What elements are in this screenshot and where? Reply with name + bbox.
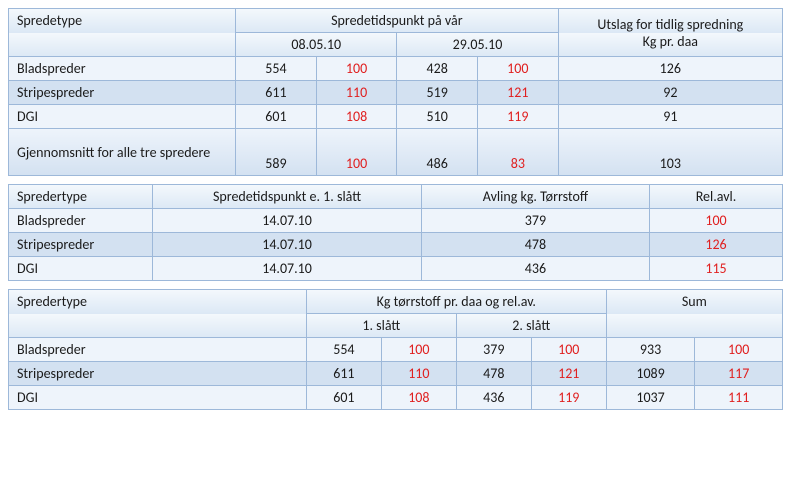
t3-v1: 554	[306, 338, 381, 362]
t1-r1: 108	[316, 105, 397, 129]
table-row: Stripespreder 14.07.10 478 126	[9, 233, 783, 257]
t2-avling: 478	[421, 233, 649, 257]
t1-h-utslag-l1: Utslag for tidlig spredning	[567, 16, 774, 33]
t3-v2: 478	[456, 362, 531, 386]
t1-diff: 91	[558, 105, 782, 129]
t1-h-spredetype: Spredetype	[9, 9, 236, 57]
t2-rel: 100	[650, 209, 783, 233]
t1-v1: 554	[236, 57, 317, 81]
t2-rel: 126	[650, 233, 783, 257]
table-row: DGI 601 108 510 119 91	[9, 105, 783, 129]
table-row: Bladspreder 14.07.10 379 100	[9, 209, 783, 233]
t1-label: DGI	[9, 105, 236, 129]
t3-rsum: 100	[695, 338, 783, 362]
t1-v2: 519	[397, 81, 478, 105]
t3-label: Bladspreder	[9, 338, 307, 362]
t3-sum: 933	[606, 338, 695, 362]
t3-h-sl1: 1. slått	[306, 314, 456, 338]
t3-rsum: 111	[695, 386, 783, 410]
t1-h-utslag: Utslag for tidlig spredning Kg pr. daa	[558, 9, 782, 57]
t3-r2: 100	[531, 338, 606, 362]
t1-v1: 589	[236, 129, 317, 176]
t3-h-sl2: 2. slått	[456, 314, 606, 338]
table-row: Bladspreder 554 100 428 100 126	[9, 57, 783, 81]
t1-r1: 100	[316, 57, 397, 81]
t3-r1: 108	[381, 386, 456, 410]
t1-v1: 601	[236, 105, 317, 129]
t1-h-date1: 08.05.10	[236, 33, 397, 57]
table-row-avg: Gjennomsnitt for alle tre spredere 589 1…	[9, 129, 783, 176]
table-row: DGI 601 108 436 119 1037 111	[9, 386, 783, 410]
t1-label: Bladspreder	[9, 57, 236, 81]
t2-h-tidspunkt: Spredetidspunkt e. 1. slått	[153, 185, 422, 209]
t1-h-tidspunkt-line1: Spredetidspunkt på vår	[244, 12, 550, 29]
t1-h-date2: 29.05.10	[397, 33, 558, 57]
t1-r2: 121	[478, 81, 559, 105]
t2-label: Stripespreder	[9, 233, 153, 257]
t2-h-rel: Rel.avl.	[650, 185, 783, 209]
t2-dato: 14.07.10	[153, 233, 422, 257]
t3-v1: 611	[306, 362, 381, 386]
t2-rel: 115	[650, 257, 783, 281]
t3-sum: 1037	[606, 386, 695, 410]
t1-diff: 103	[558, 129, 782, 176]
t2-avling: 436	[421, 257, 649, 281]
t1-h-tidspunkt: Spredetidspunkt på vår	[236, 9, 559, 33]
t3-v2: 379	[456, 338, 531, 362]
t1-r1: 100	[316, 129, 397, 176]
t1-r2: 83	[478, 129, 559, 176]
t3-sum: 1089	[606, 362, 695, 386]
t2-label: Bladspreder	[9, 209, 153, 233]
table-row: Stripespreder 611 110 519 121 92	[9, 81, 783, 105]
t2-label: DGI	[9, 257, 153, 281]
t1-v2: 428	[397, 57, 478, 81]
t1-h-utslag-l2: Kg pr. daa	[567, 33, 774, 50]
t3-r2: 119	[531, 386, 606, 410]
t1-v1: 611	[236, 81, 317, 105]
t2-h-avling: Avling kg. Tørrstoff	[421, 185, 649, 209]
table-3: Spredertype Kg tørrstoff pr. daa og rel.…	[8, 289, 783, 410]
t1-r2: 100	[478, 57, 559, 81]
t1-avg-label: Gjennomsnitt for alle tre spredere	[9, 129, 236, 176]
t3-r1: 110	[381, 362, 456, 386]
t1-label: Stripespreder	[9, 81, 236, 105]
table-row: Bladspreder 554 100 379 100 933 100	[9, 338, 783, 362]
t3-v2: 436	[456, 386, 531, 410]
t1-r2: 119	[478, 105, 559, 129]
t2-avling: 379	[421, 209, 649, 233]
t3-rsum: 117	[695, 362, 783, 386]
t1-v2: 486	[397, 129, 478, 176]
t3-r2: 121	[531, 362, 606, 386]
t3-v1: 601	[306, 386, 381, 410]
t3-h-spredertype: Spredertype	[9, 290, 307, 338]
t3-h-sum: Sum	[606, 290, 782, 338]
t1-v2: 510	[397, 105, 478, 129]
t2-h-spredertype: Spredertype	[9, 185, 153, 209]
table-row: Stripespreder 611 110 478 121 1089 117	[9, 362, 783, 386]
t1-diff: 92	[558, 81, 782, 105]
t3-r1: 100	[381, 338, 456, 362]
table-2: Spredertype Spredetidspunkt e. 1. slått …	[8, 184, 783, 281]
table-1: Spredetype Spredetidspunkt på vår Utslag…	[8, 8, 783, 176]
t1-r1: 110	[316, 81, 397, 105]
t3-label: Stripespreder	[9, 362, 307, 386]
table-row: DGI 14.07.10 436 115	[9, 257, 783, 281]
t1-diff: 126	[558, 57, 782, 81]
t3-h-kg-l1: Kg tørrstoff pr. daa og rel.av.	[315, 293, 598, 310]
t3-label: DGI	[9, 386, 307, 410]
t2-dato: 14.07.10	[153, 257, 422, 281]
t2-dato: 14.07.10	[153, 209, 422, 233]
t3-h-kg: Kg tørrstoff pr. daa og rel.av.	[306, 290, 606, 314]
